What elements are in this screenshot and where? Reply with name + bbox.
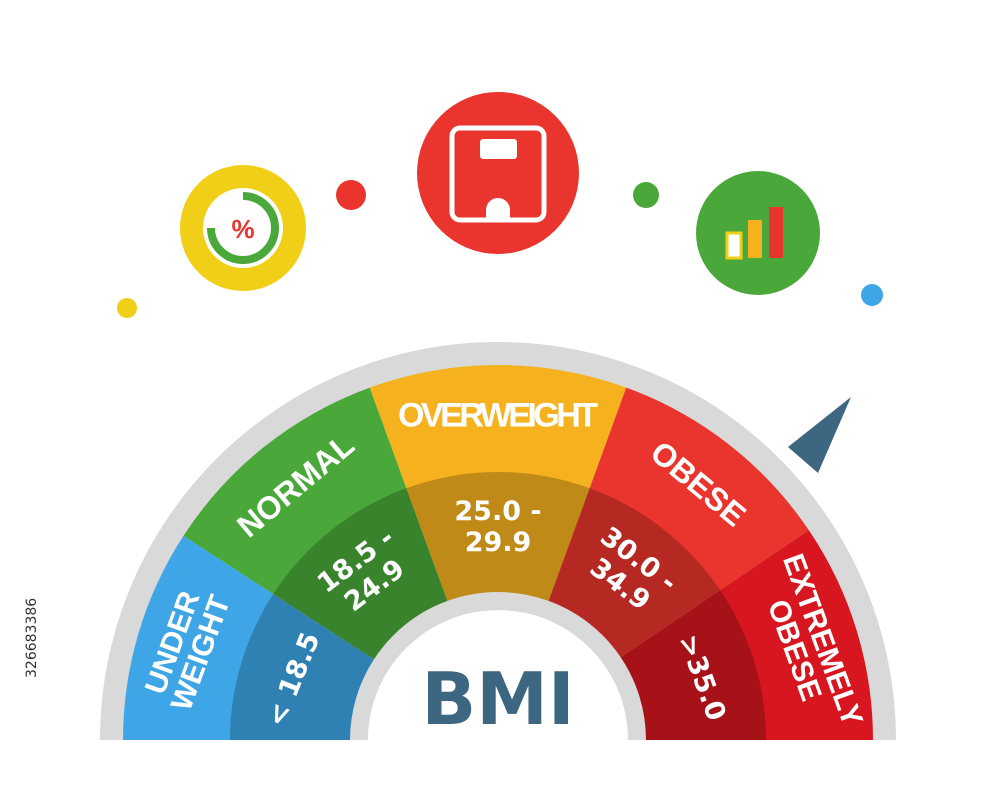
stock-id-text: 326683386	[24, 597, 40, 678]
segment-obese	[548, 387, 809, 658]
label-overweight-line: OVERWEIGHT	[398, 396, 598, 434]
gauge-segments	[123, 365, 873, 740]
segment-extremely-obese	[620, 530, 873, 740]
gauge-needle	[788, 397, 851, 473]
segment-normal-inner	[273, 488, 448, 660]
yellow-dot	[117, 298, 137, 318]
bar-chart-icon	[696, 171, 820, 295]
green-dot	[633, 182, 659, 208]
segment-overweight	[369, 365, 627, 601]
segment-obese-inner	[548, 488, 721, 658]
segment-extremely-obese-inner	[620, 590, 766, 740]
bmi-title: BMI	[421, 657, 574, 741]
gauge-center	[370, 612, 626, 740]
red-dot	[336, 180, 366, 210]
scale-icon	[417, 92, 579, 254]
percent-symbol: %	[231, 214, 254, 244]
blue-dot	[861, 284, 883, 306]
segment-underweight-inner	[230, 594, 374, 740]
range-overweight-line: 25.0 -	[454, 496, 541, 527]
range-overweight-line: 29.9	[465, 527, 532, 558]
percent-icon: %	[180, 165, 306, 291]
segment-underweight	[123, 535, 374, 740]
segment-normal	[183, 387, 448, 660]
segment-overweight-inner	[406, 471, 590, 601]
stock-id: 326683386	[4, 548, 40, 678]
